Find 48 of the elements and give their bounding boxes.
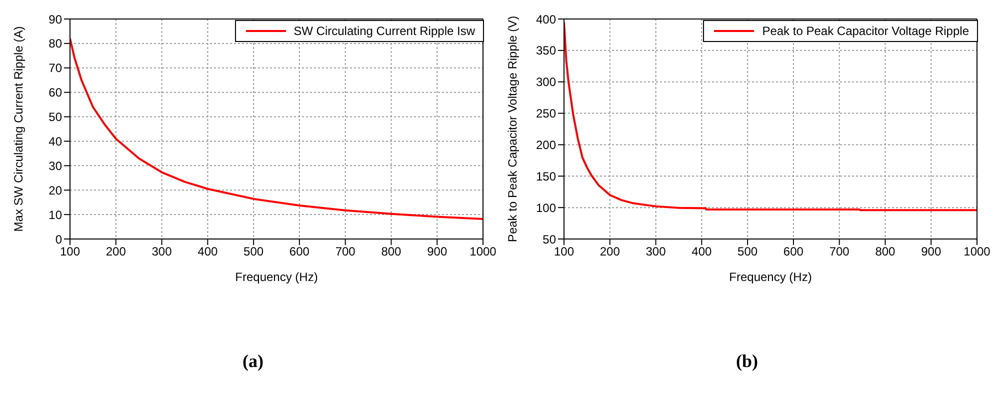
- legend-label: SW Circulating Current Ripple Isw: [294, 24, 475, 38]
- x-tick-label: 900: [921, 244, 942, 259]
- y-tick-label: 30: [48, 158, 62, 173]
- y-tick-label: 250: [536, 106, 556, 121]
- x-tick-label: 300: [152, 244, 172, 259]
- x-tick-label: 200: [600, 244, 620, 259]
- y-tick-label: 150: [536, 169, 556, 184]
- x-tick-label: 400: [692, 244, 712, 259]
- x-tick-label: 100: [554, 244, 574, 259]
- x-tick-label: 800: [381, 244, 402, 259]
- y-tick-label: 400: [536, 12, 556, 26]
- text: (b): [735, 351, 759, 372]
- x-tick-label: 700: [829, 244, 850, 259]
- text: (a): [242, 351, 264, 372]
- x-tick-label: 1000: [470, 244, 497, 259]
- y-tick-label: 0: [55, 232, 62, 246]
- x-tick-label: 400: [198, 244, 218, 259]
- x-tick-label: 800: [875, 244, 896, 259]
- line-series: [70, 38, 483, 220]
- line-series: [564, 21, 977, 212]
- y-tick-label: 20: [48, 183, 62, 198]
- x-tick-label: 600: [289, 244, 310, 259]
- x-tick-label: 1000: [964, 244, 991, 259]
- y-tick-label: 40: [48, 134, 62, 148]
- y-tick-label: 50: [542, 232, 556, 246]
- y-axis-title: Max SW Circulating Current Ripple (A): [11, 26, 26, 232]
- x-tick-label: 500: [738, 244, 758, 259]
- x-tick-label: 500: [244, 244, 264, 259]
- x-tick-label: 900: [427, 244, 448, 259]
- y-tick-label: 200: [536, 138, 556, 152]
- y-tick-label: 60: [48, 86, 62, 100]
- y-tick-label: 100: [536, 200, 556, 215]
- y-tick-label: 90: [48, 12, 62, 26]
- y-tick-label: 300: [536, 75, 556, 90]
- x-axis-title: Frequency (Hz): [729, 270, 812, 284]
- y-tick-label: 10: [48, 208, 62, 222]
- x-tick-label: 300: [646, 244, 666, 259]
- y-tick-label: 350: [536, 44, 556, 58]
- y-axis-title: Peak to Peak Capacitor Voltage Ripple (V): [505, 16, 520, 242]
- y-tick-label: 80: [48, 36, 62, 51]
- y-tick-label: 70: [48, 61, 62, 76]
- x-tick-label: 700: [335, 244, 356, 259]
- x-tick-label: 600: [783, 244, 804, 259]
- legend-label: Peak to Peak Capacitor Voltage Ripple: [762, 24, 969, 38]
- x-tick-label: 100: [60, 244, 80, 259]
- x-axis-title: Frequency (Hz): [235, 270, 318, 284]
- y-tick-label: 50: [48, 110, 62, 124]
- x-tick-label: 200: [106, 244, 126, 259]
